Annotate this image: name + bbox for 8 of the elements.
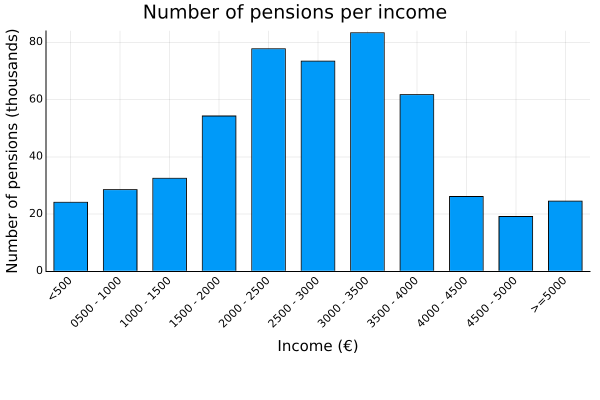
y-tick-label: 40 xyxy=(28,150,43,163)
y-axis-title: Number of pensions (thousands) xyxy=(2,28,21,274)
y-tick-label: 60 xyxy=(28,92,43,106)
y-tick-label: 0 xyxy=(36,264,43,278)
x-axis-title: Income (€) xyxy=(277,336,359,355)
chart-title: Number of pensions per income xyxy=(142,1,448,24)
y-tick-label: 80 xyxy=(28,35,43,48)
y-tick-label: 20 xyxy=(28,206,43,220)
